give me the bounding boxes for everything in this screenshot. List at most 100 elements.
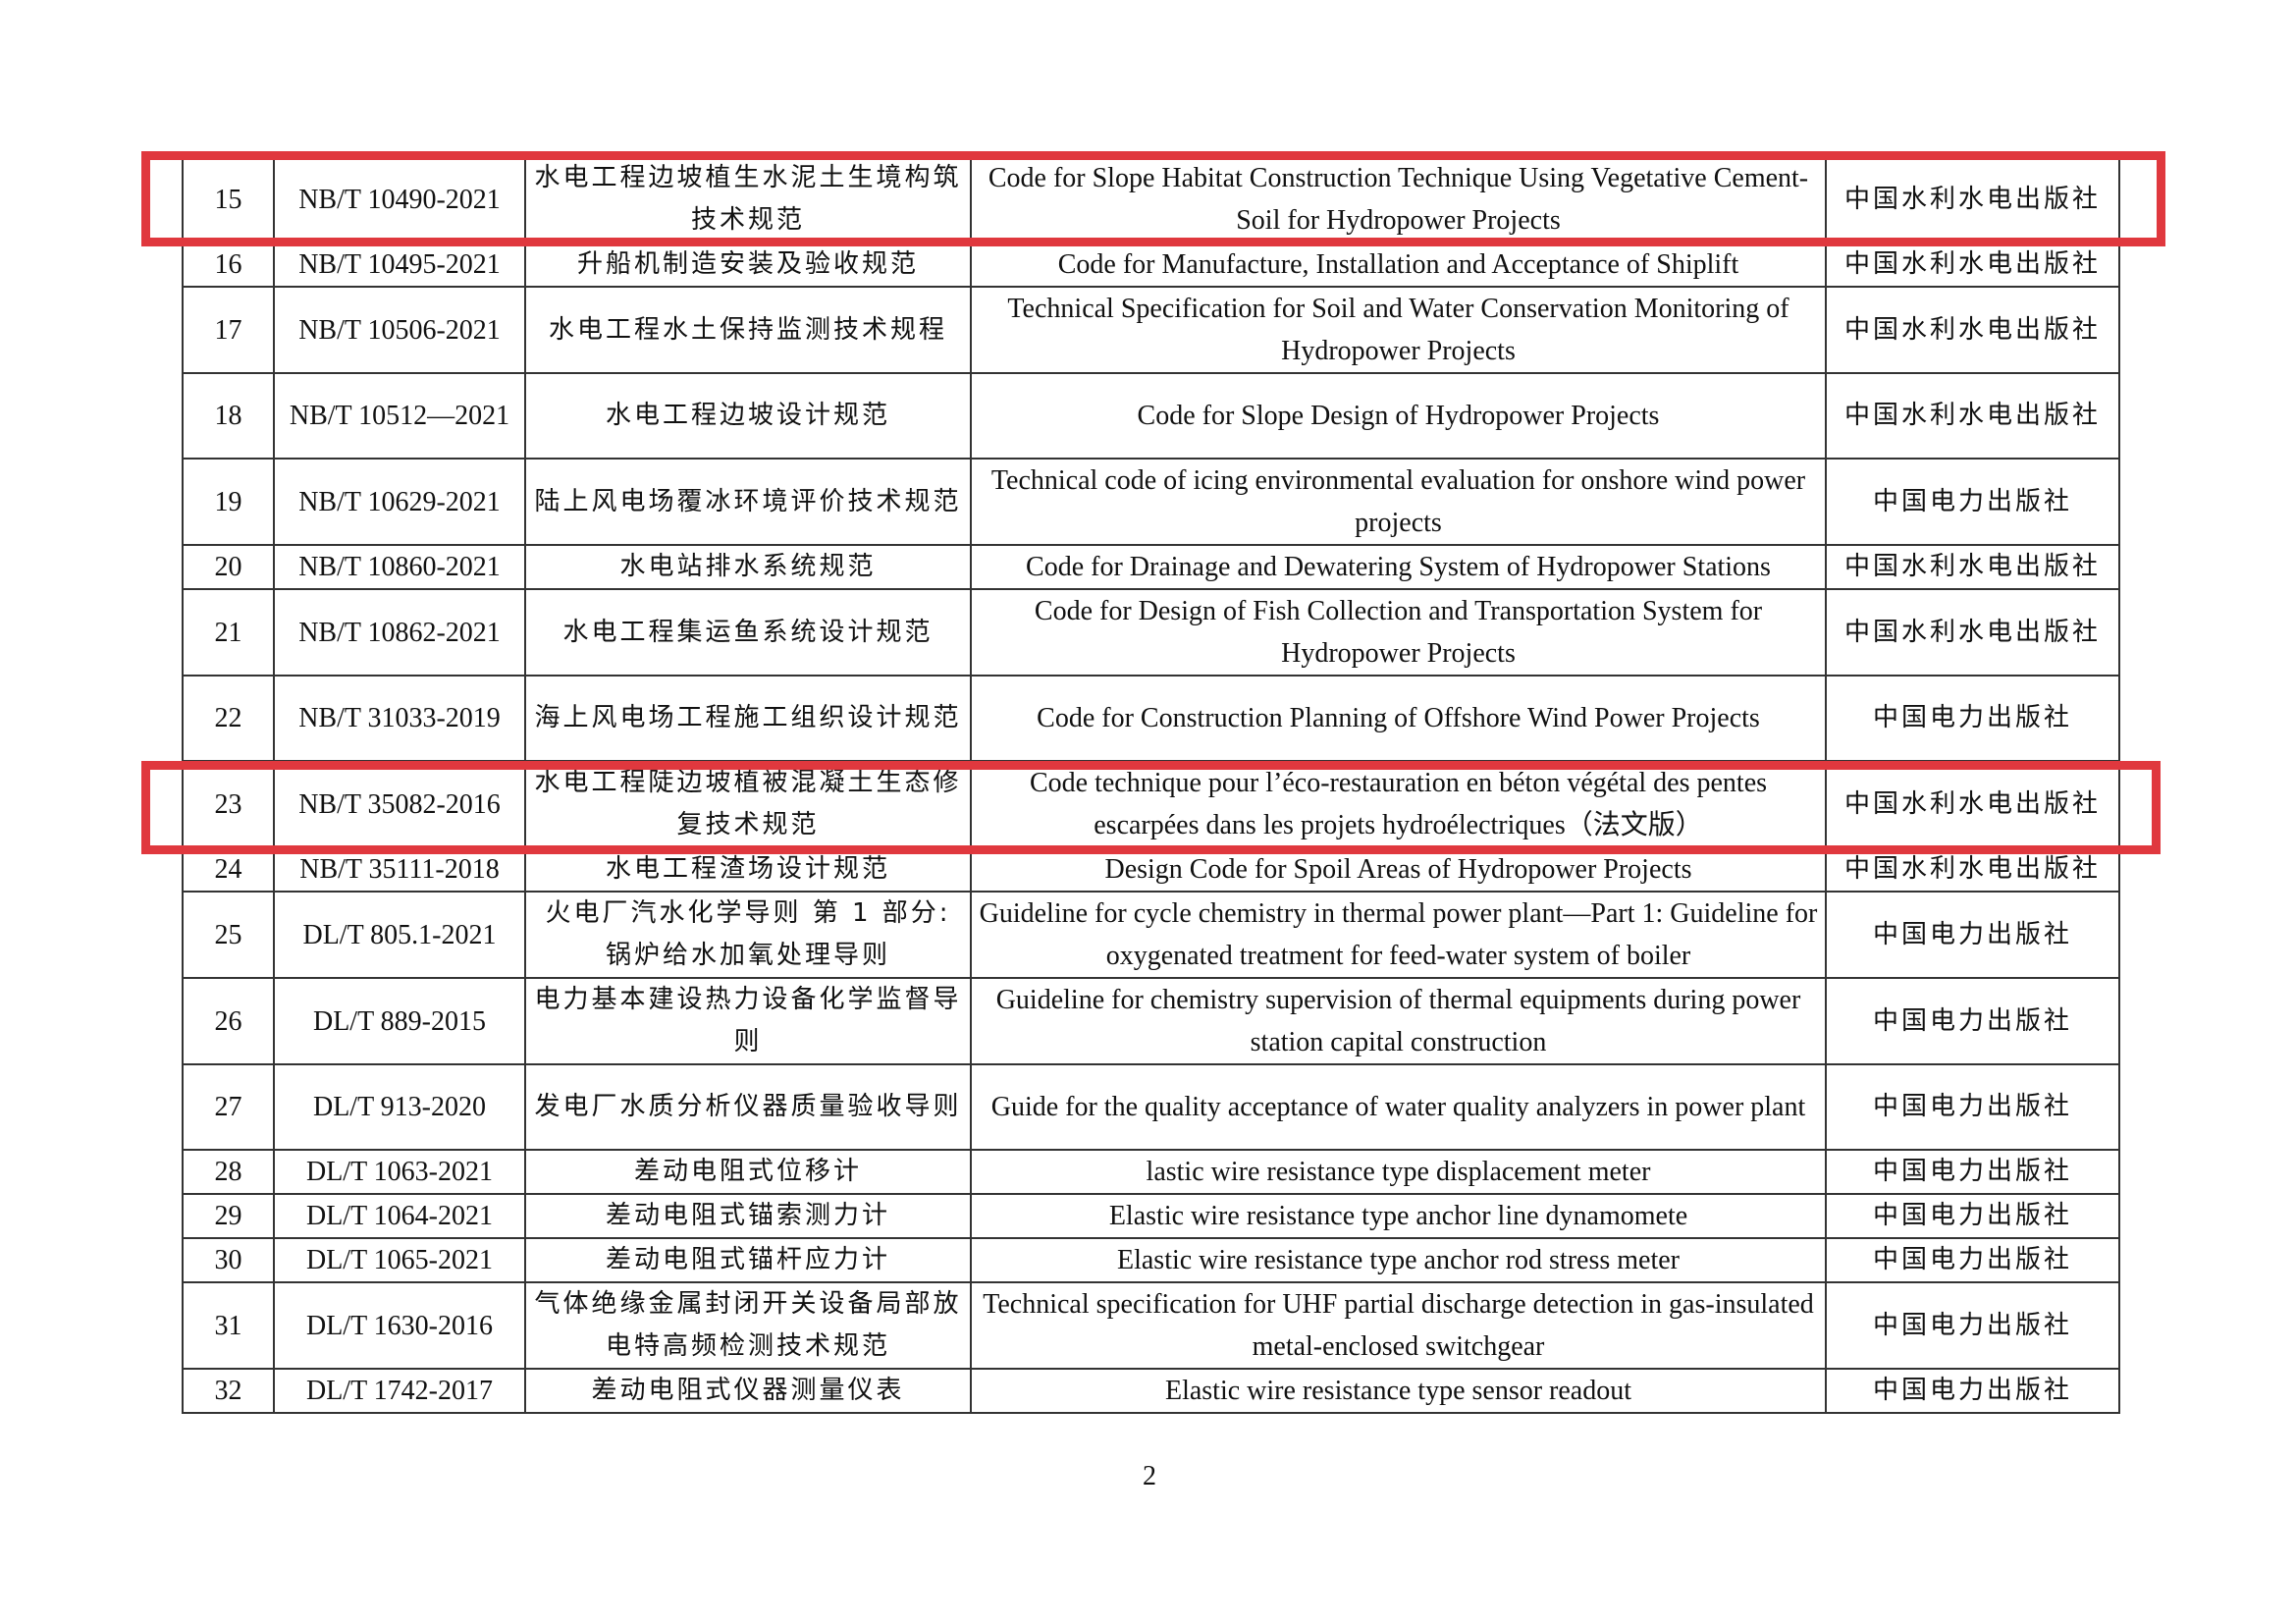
row-number: 18 <box>182 372 275 460</box>
row-number: 15 <box>182 155 275 244</box>
english-title: Design Code for Spoil Areas of Hydropowe… <box>970 846 1827 893</box>
table-row: 25 DL/T 805.1-2021 火电厂汽水化学导则 第 1 部分: 锅炉给水加… <box>182 891 2120 979</box>
standard-code: NB/T 35111-2018 <box>273 846 526 893</box>
table-row: 32 DL/T 1742-2017 差动电阻式仪器测量仪表 Elastic wire … <box>182 1368 2120 1414</box>
chinese-title: 陆上风电场覆冰环境评价技术规范 <box>524 458 972 546</box>
chinese-title: 差动电阻式位移计 <box>524 1149 972 1195</box>
chinese-title: 发电厂水质分析仪器质量验收导则 <box>524 1063 972 1151</box>
publisher: 中国电力出版社 <box>1825 458 2120 546</box>
english-title: Code for Drainage and Dewatering System … <box>970 544 1827 590</box>
english-title: Guideline for cycle chemistry in thermal… <box>970 891 1827 979</box>
standard-code: NB/T 10490-2021 <box>273 155 526 244</box>
table-row: 23 NB/T 35082-2016 水电工程陡边坡植被混凝土生态修复技术规范 Cod… <box>182 760 2120 848</box>
standard-code: DL/T 1063-2021 <box>273 1149 526 1195</box>
publisher: 中国电力出版社 <box>1825 1368 2120 1414</box>
chinese-title: 电力基本建设热力设备化学监督导则 <box>524 977 972 1065</box>
english-title: Elastic wire resistance type anchor line… <box>970 1193 1827 1239</box>
english-title: Elastic wire resistance type anchor rod … <box>970 1237 1827 1283</box>
standard-code: DL/T 913-2020 <box>273 1063 526 1151</box>
publisher: 中国电力出版社 <box>1825 1063 2120 1151</box>
row-number: 31 <box>182 1281 275 1370</box>
row-number: 28 <box>182 1149 275 1195</box>
table-row: 29 DL/T 1064-2021 差动电阻式锚索测力计 Elastic wire r… <box>182 1193 2120 1239</box>
english-title: Guide for the quality acceptance of wate… <box>970 1063 1827 1151</box>
row-number: 20 <box>182 544 275 590</box>
publisher: 中国水利水电出版社 <box>1825 846 2120 893</box>
table-row: 16 NB/T 10495-2021 升船机制造安装及验收规范 Code for Ma… <box>182 242 2120 288</box>
table-row: 22 NB/T 31033-2019 海上风电场工程施工组织设计规范 Code for… <box>182 675 2120 762</box>
row-number: 24 <box>182 846 275 893</box>
row-number: 27 <box>182 1063 275 1151</box>
english-title: Technical Specification for Soil and Wat… <box>970 286 1827 374</box>
table-row: 31 DL/T 1630-2016 气体绝缘金属封闭开关设备局部放电特高频检测技术规… <box>182 1281 2120 1370</box>
row-number: 26 <box>182 977 275 1065</box>
standards-table: 15 NB/T 10490-2021 水电工程边坡植生水泥土生境构筑技术规范 Code… <box>182 155 2120 1414</box>
table-row: 26 DL/T 889-2015 电力基本建设热力设备化学监督导则 Guideline… <box>182 977 2120 1065</box>
chinese-title: 差动电阻式仪器测量仪表 <box>524 1368 972 1414</box>
publisher: 中国电力出版社 <box>1825 1149 2120 1195</box>
row-number: 17 <box>182 286 275 374</box>
english-title: lastic wire resistance type displacement… <box>970 1149 1827 1195</box>
standard-code: DL/T 1742-2017 <box>273 1368 526 1414</box>
english-title: Technical specification for UHF partial … <box>970 1281 1827 1370</box>
table-row: 17 NB/T 10506-2021 水电工程水土保持监测技术规程 Technical… <box>182 286 2120 374</box>
chinese-title: 水电工程陡边坡植被混凝土生态修复技术规范 <box>524 760 972 848</box>
standard-code: NB/T 10860-2021 <box>273 544 526 590</box>
english-title: Code for Design of Fish Collection and T… <box>970 588 1827 677</box>
standard-code: DL/T 1064-2021 <box>273 1193 526 1239</box>
english-title: Code for Construction Planning of Offsho… <box>970 675 1827 762</box>
publisher: 中国水利水电出版社 <box>1825 760 2120 848</box>
page-number: 2 <box>1143 1461 1156 1491</box>
english-title: Code for Slope Habitat Construction Tech… <box>970 155 1827 244</box>
publisher: 中国水利水电出版社 <box>1825 372 2120 460</box>
row-number: 23 <box>182 760 275 848</box>
chinese-title: 水电工程集运鱼系统设计规范 <box>524 588 972 677</box>
standard-code: DL/T 1630-2016 <box>273 1281 526 1370</box>
chinese-title: 水电工程渣场设计规范 <box>524 846 972 893</box>
english-title: Code technique pour l’éco-restauration e… <box>970 760 1827 848</box>
standard-code: NB/T 10862-2021 <box>273 588 526 677</box>
table-row: 24 NB/T 35111-2018 水电工程渣场设计规范 Design Code f… <box>182 846 2120 893</box>
standard-code: NB/T 10512—2021 <box>273 372 526 460</box>
row-number: 30 <box>182 1237 275 1283</box>
standard-code: NB/T 10629-2021 <box>273 458 526 546</box>
chinese-title: 气体绝缘金属封闭开关设备局部放电特高频检测技术规范 <box>524 1281 972 1370</box>
table-row: 19 NB/T 10629-2021 陆上风电场覆冰环境评价技术规范 Technica… <box>182 458 2120 546</box>
standard-code: NB/T 31033-2019 <box>273 675 526 762</box>
publisher: 中国电力出版社 <box>1825 1193 2120 1239</box>
standard-code: NB/T 35082-2016 <box>273 760 526 848</box>
table-row: 18 NB/T 10512—2021 水电工程边坡设计规范 Code for Slop… <box>182 372 2120 460</box>
english-title: Guideline for chemistry supervision of t… <box>970 977 1827 1065</box>
table-row: 28 DL/T 1063-2021 差动电阻式位移计 lastic wire resi… <box>182 1149 2120 1195</box>
chinese-title: 火电厂汽水化学导则 第 1 部分: 锅炉给水加氧处理导则 <box>524 891 972 979</box>
row-number: 21 <box>182 588 275 677</box>
publisher: 中国电力出版社 <box>1825 1237 2120 1283</box>
publisher: 中国电力出版社 <box>1825 891 2120 979</box>
row-number: 29 <box>182 1193 275 1239</box>
publisher: 中国水利水电出版社 <box>1825 155 2120 244</box>
table-row: 30 DL/T 1065-2021 差动电阻式锚杆应力计 Elastic wire r… <box>182 1237 2120 1283</box>
standard-code: NB/T 10495-2021 <box>273 242 526 288</box>
publisher: 中国电力出版社 <box>1825 675 2120 762</box>
table-row: 20 NB/T 10860-2021 水电站排水系统规范 Code for Drain… <box>182 544 2120 590</box>
table-row: 27 DL/T 913-2020 发电厂水质分析仪器质量验收导则 Guide for … <box>182 1063 2120 1151</box>
standard-code: DL/T 889-2015 <box>273 977 526 1065</box>
row-number: 32 <box>182 1368 275 1414</box>
publisher: 中国水利水电出版社 <box>1825 588 2120 677</box>
chinese-title: 水电工程水土保持监测技术规程 <box>524 286 972 374</box>
english-title: Code for Slope Design of Hydropower Proj… <box>970 372 1827 460</box>
publisher: 中国水利水电出版社 <box>1825 286 2120 374</box>
row-number: 19 <box>182 458 275 546</box>
chinese-title: 差动电阻式锚杆应力计 <box>524 1237 972 1283</box>
row-number: 22 <box>182 675 275 762</box>
chinese-title: 海上风电场工程施工组织设计规范 <box>524 675 972 762</box>
chinese-title: 水电工程边坡设计规范 <box>524 372 972 460</box>
chinese-title: 差动电阻式锚索测力计 <box>524 1193 972 1239</box>
standard-code: DL/T 1065-2021 <box>273 1237 526 1283</box>
table-row: 21 NB/T 10862-2021 水电工程集运鱼系统设计规范 Code for D… <box>182 588 2120 677</box>
standard-code: NB/T 10506-2021 <box>273 286 526 374</box>
row-number: 16 <box>182 242 275 288</box>
english-title: Elastic wire resistance type sensor read… <box>970 1368 1827 1414</box>
publisher: 中国水利水电出版社 <box>1825 544 2120 590</box>
standard-code: DL/T 805.1-2021 <box>273 891 526 979</box>
